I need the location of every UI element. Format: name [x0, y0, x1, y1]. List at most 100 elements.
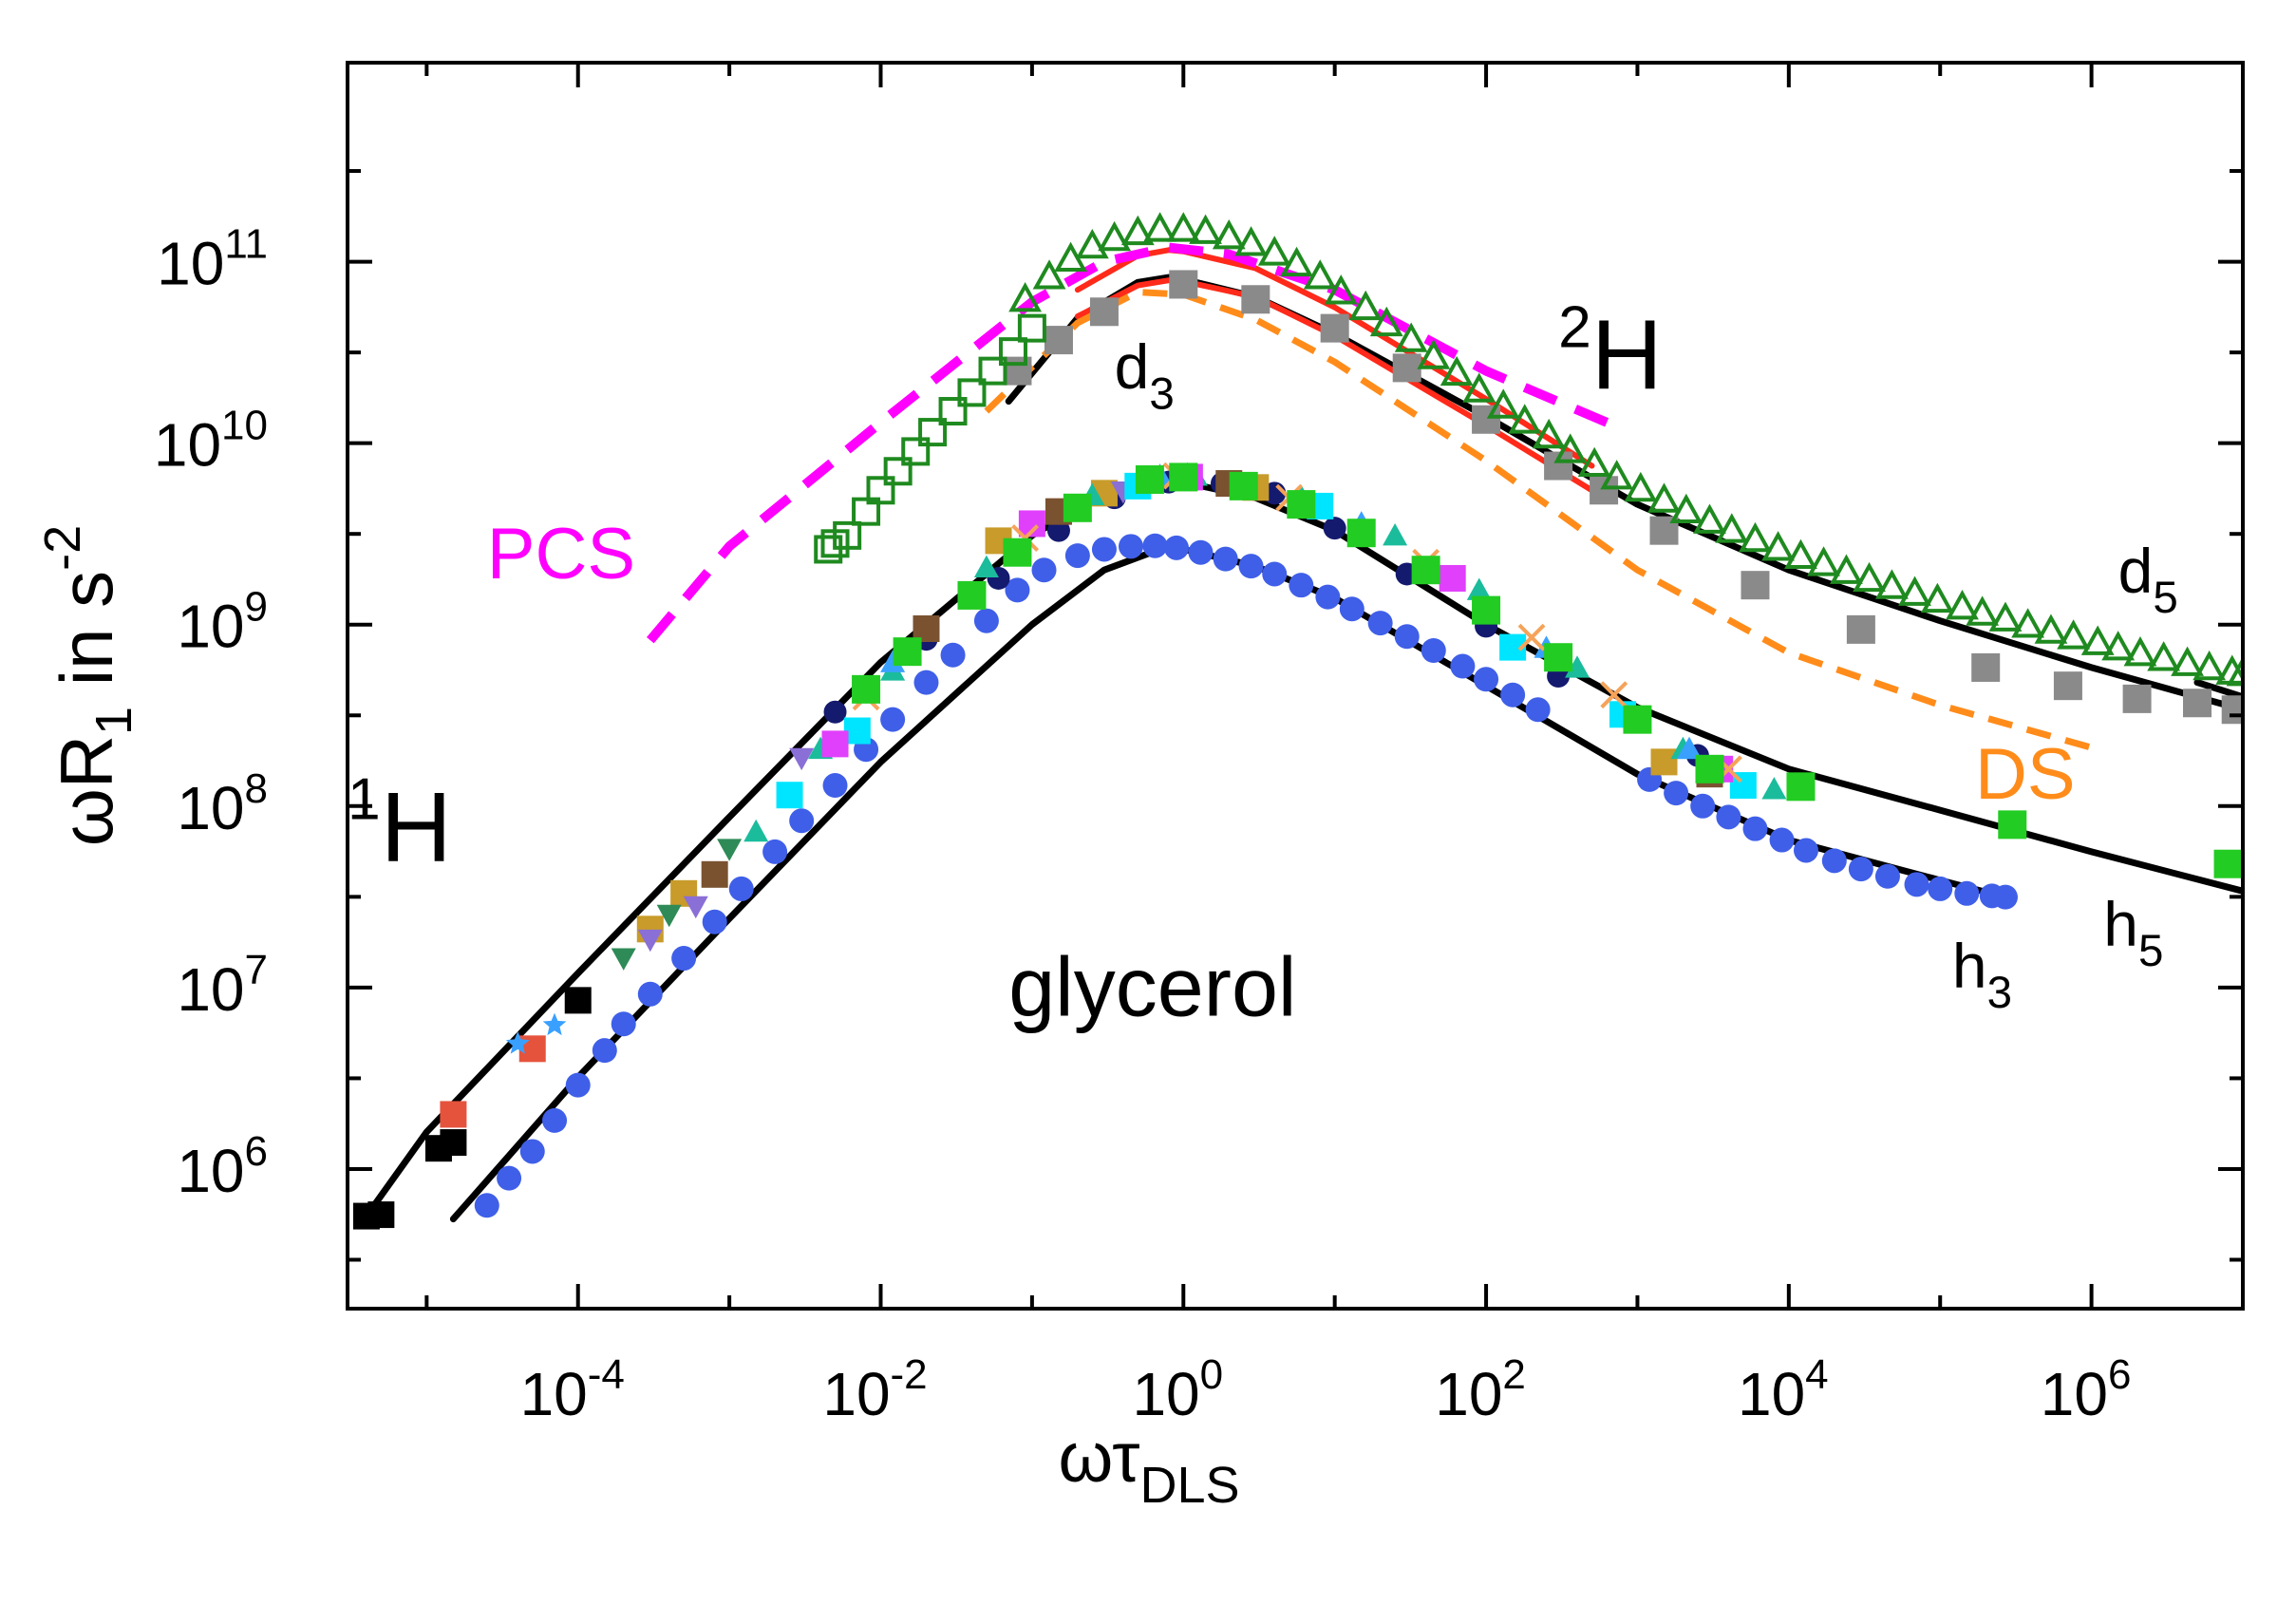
marker-circle — [1367, 611, 1393, 636]
marker-circle — [1450, 653, 1476, 679]
marker-triangle-open — [1486, 388, 1520, 419]
marker-triangle-open — [1166, 212, 1200, 242]
marker-square — [1229, 471, 1258, 500]
y-tick-label-base: 10 — [177, 1137, 244, 1205]
x-tick-label-base: 10 — [520, 1360, 588, 1428]
marker-square — [1439, 564, 1466, 592]
marker-square — [1241, 285, 1270, 314]
annotation-d3: d3 — [1115, 331, 1175, 419]
x-tick-label-base: 10 — [2041, 1360, 2108, 1428]
marker-square — [1623, 705, 1652, 734]
x-tick-label-exponent: -4 — [588, 1351, 625, 1398]
marker-circle — [497, 1165, 522, 1191]
marker-circle — [913, 670, 939, 695]
marker-triangle-down — [656, 904, 682, 928]
y-tick-label-exponent: 11 — [224, 221, 268, 268]
marker-triangle-open — [2171, 646, 2204, 676]
marker-circle — [1142, 533, 1168, 558]
marker-star — [542, 1012, 567, 1036]
marker-triangle-open — [1462, 372, 1496, 403]
x-tick-label-exponent: 2 — [1502, 1351, 1525, 1398]
marker-triangle-down — [789, 747, 815, 771]
plot-background — [348, 63, 2243, 1309]
marker-triangle-down — [637, 929, 663, 953]
marker-square — [1741, 571, 1770, 600]
annotation-h3: h3 — [1952, 931, 2012, 1018]
marker-circle — [519, 1139, 545, 1164]
marker-circle — [822, 773, 848, 799]
marker-triangle-open — [2101, 631, 2136, 661]
marker-circle — [1031, 557, 1057, 583]
marker-circle — [1525, 697, 1551, 723]
marker-circle — [1339, 596, 1364, 622]
marker-triangle-open — [1394, 322, 1428, 352]
marker-triangle-open — [1032, 259, 1066, 290]
marker-triangle-open — [1120, 215, 1155, 246]
marker-circle — [1664, 781, 1689, 806]
marker-triangle-open — [2057, 619, 2091, 650]
marker-square — [1411, 556, 1440, 585]
marker-circle — [973, 608, 999, 633]
x-axis-title-main: ωτ — [1058, 1418, 1139, 1497]
marker-circle — [1716, 804, 1741, 830]
x-tick-label-exponent: 6 — [2108, 1351, 2131, 1398]
marker-circle — [1315, 584, 1341, 610]
marker-square-open — [866, 476, 895, 505]
marker-square — [564, 987, 592, 1014]
marker-triangle-down — [683, 896, 708, 919]
annotation-h5-text: h — [2103, 889, 2138, 959]
marker-square — [1650, 748, 1678, 776]
annotation-h2-sup: 2 — [1558, 294, 1591, 360]
x-tick-label: 104 — [1738, 1351, 1829, 1428]
curve-fit-red — [1074, 277, 1595, 494]
y-tick-label-base: 10 — [177, 774, 244, 842]
annotation-h1-text: H — [381, 772, 452, 882]
x-axis-title: ωτDLS — [1058, 1418, 1239, 1514]
marker-triangle-open — [2011, 608, 2045, 638]
y-axis-title-main: ωR — [45, 735, 128, 846]
marker-square — [1169, 462, 1198, 492]
x-tick-label-exponent: -2 — [891, 1351, 928, 1398]
x-tick-label: 106 — [2041, 1351, 2132, 1428]
annotation-h1-sup: 1 — [348, 767, 381, 833]
marker-cross — [1517, 623, 1546, 651]
y-axis-title-sub: 1 — [85, 707, 142, 735]
marker-circle — [1874, 863, 1900, 889]
marker-triangle-open — [1577, 446, 1611, 478]
marker-triangle-down — [717, 839, 743, 861]
y-tick-label: 108 — [177, 765, 268, 842]
marker-square — [1346, 519, 1376, 548]
marker-square — [1169, 270, 1198, 299]
marker-square — [1846, 614, 1875, 644]
marker-circle — [1046, 519, 1070, 542]
marker-triangle-open — [1988, 601, 2023, 632]
marker-circle — [474, 1193, 499, 1218]
marker-circle — [1163, 535, 1189, 560]
marker-square-open — [833, 520, 862, 550]
y-tick-label: 109 — [177, 584, 268, 661]
marker-circle — [671, 946, 697, 972]
marker-triangle — [880, 650, 906, 672]
marker-triangle-open — [1417, 339, 1451, 369]
marker-circle — [1928, 876, 1953, 901]
y-tick-label: 106 — [177, 1128, 268, 1205]
marker-square — [2183, 689, 2212, 718]
annotation-d3-text: d — [1115, 331, 1150, 402]
marker-cross — [1600, 681, 1628, 709]
marker-triangle-open — [1257, 236, 1291, 266]
marker-triangle — [1383, 522, 1408, 546]
curve-dash-magenta — [646, 242, 1616, 644]
marker-triangle-open — [1830, 554, 1863, 584]
marker-triangle-open — [1807, 546, 1840, 576]
marker-square-open — [998, 337, 1027, 367]
marker-square-open — [901, 437, 931, 466]
marker-square — [1063, 493, 1092, 522]
marker-square — [2221, 695, 2243, 725]
marker-triangle-open — [1348, 290, 1383, 321]
marker-square — [701, 860, 728, 888]
marker-triangle — [1677, 736, 1703, 760]
marker-square-open — [978, 356, 1007, 386]
marker-circle — [940, 642, 966, 668]
marker-triangle-open — [1440, 355, 1474, 387]
